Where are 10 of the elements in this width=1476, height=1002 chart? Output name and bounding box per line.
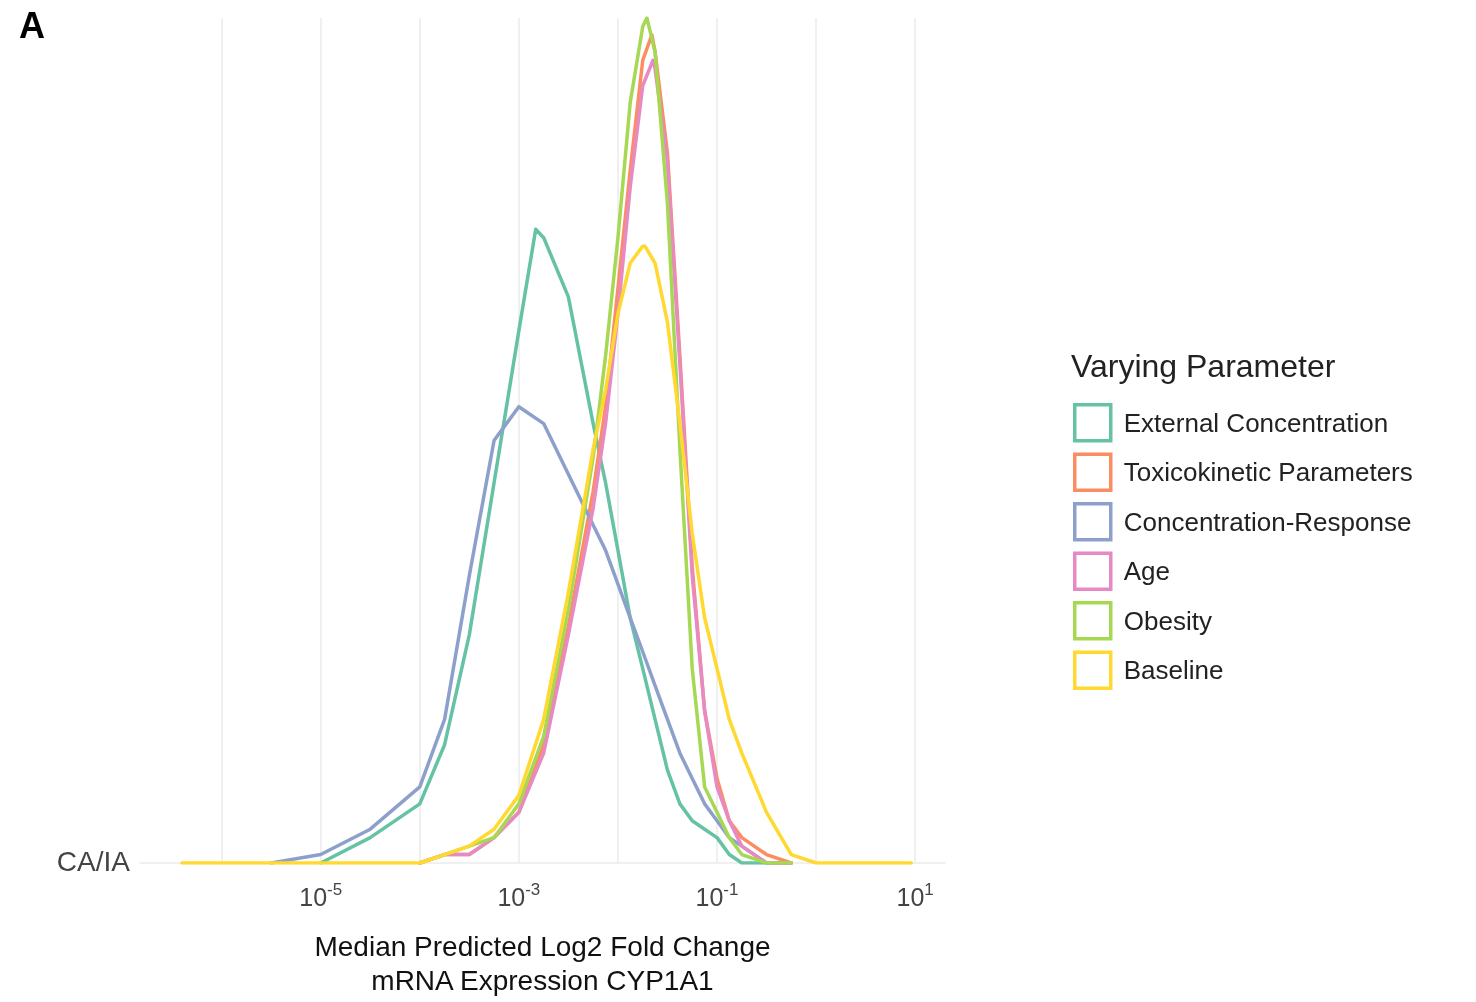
chart-title: A [19, 4, 45, 46]
legend-label: Baseline [1123, 655, 1224, 686]
text: CA/IA [56, 845, 131, 877]
legend-label: Age [1123, 556, 1171, 587]
legend-title: Varying Parameter [1071, 348, 1336, 384]
x-axis-title: Median Predicted Log2 Fold Change mRNA Expression CYP1A1 [314, 930, 771, 996]
legend-label: Toxicokinetic Parameters [1123, 457, 1413, 488]
legend-label: Obesity [1123, 605, 1212, 636]
legend-label: External Concentration [1123, 407, 1389, 438]
legend-label: Concentration-Response [1123, 506, 1412, 537]
